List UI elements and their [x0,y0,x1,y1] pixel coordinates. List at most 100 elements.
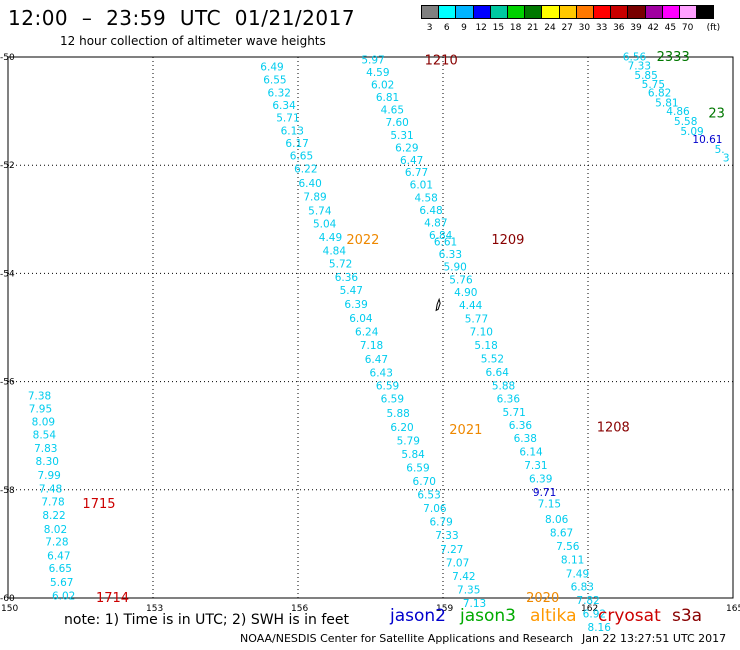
wave-height-value: 6.47 [400,155,423,167]
wave-height-value: 4.90 [454,287,477,299]
wave-height-value: 6.39 [529,473,552,485]
wave-height-value: 5.77 [465,313,488,325]
footer-note: note: 1) Time is in UTC; 2) SWH is in fe… [64,612,350,628]
wave-height-value: 7.10 [470,326,493,338]
wave-height-value: 8.11 [561,555,584,567]
wave-height-value: 7.33 [435,530,458,542]
wave-height-value: 6.13 [281,126,304,138]
legend-label: 9 [461,23,467,33]
legend-label: 6 [443,23,450,33]
satellite-label-altika: altika [530,606,577,626]
wave-height-value: 6.56 [623,51,647,63]
wave-height-value: 7.38 [28,391,51,403]
wave-height-value: 6.34 [272,100,296,112]
wave-height-value: 6.33 [439,249,462,261]
wave-height-value: 5.88 [386,408,409,420]
wave-height-value: 5.47 [340,285,363,297]
wave-height-value: 7.99 [37,470,60,482]
wave-height-value: 8.06 [545,514,569,526]
wave-height-value: 5.88 [492,380,515,392]
wave-height-value: 5.09 [680,126,703,138]
map-frame [7,56,734,599]
wave-height-value: 6.22 [294,163,317,175]
wave-height-value: 4.44 [459,300,483,312]
wave-height-value: 5.75 [642,79,665,91]
wave-height-value: 6.01 [410,180,433,192]
pass-time-label: 2020 [526,591,559,606]
timestamp-text: Jan 22 13:27:51 UTC 2017 [582,632,727,645]
wave-height-value: 4.87 [424,218,447,230]
wave-height-value: 5.18 [474,340,497,352]
legend-label: 33 [595,23,608,33]
wave-height-value: 8.16 [588,622,612,634]
legend-label: 24 [544,23,556,33]
wave-height-value: 7.06 [423,503,447,515]
satellite-label-cryosat: cryosat [598,606,661,626]
credit-text: NOAA/NESDIS Center for Satellite Applica… [240,632,574,645]
wave-height-value: 7.60 [385,117,408,129]
wave-height-value: 6.77 [405,167,428,179]
pass-time-label: 1210 [425,54,458,69]
legend-label: 30 [578,23,591,33]
lon-tick-label: 162 [581,604,598,614]
wave-height-value: 6.70 [413,476,436,488]
satellite-label-jason2: jason2 [390,606,446,626]
wave-height-value: 6.59 [406,463,429,475]
wave-height-value: 7.35 [457,584,480,596]
wave-height-value: 5.04 [313,219,337,231]
wave-height-value: 8.54 [33,430,57,442]
wave-height-value: 6.83 [571,582,594,594]
satellite-label-jason3: jason3 [460,606,516,626]
wave-height-value: 6.53 [417,490,440,502]
wave-height-value: 6.20 [390,422,413,434]
wave-height-value: 8.67 [550,528,573,540]
wave-height-value: 7.18 [360,340,383,352]
wave-height-value: 3 [723,153,730,165]
wave-height-value: 5.67 [50,577,73,589]
island-outline [435,297,441,312]
wave-height-value: 7.31 [524,460,547,472]
wave-height-value: 10.61 [692,134,722,146]
wave-height-value: 6.81 [376,92,399,104]
wave-height-value: 5.90 [443,261,466,273]
wave-height-value: 7.49 [566,569,589,581]
lon-tick-label: 165 [726,604,740,614]
wave-height-value: 6.36 [335,272,359,284]
wave-height-value: 7.95 [29,404,52,416]
wave-height-value: 7.89 [303,192,326,204]
wave-height-value: 5.58 [674,116,697,128]
wave-height-value: 6.17 [285,138,308,150]
lat-tick-label: -56 [0,378,15,388]
wave-height-value: 6.59 [381,393,404,405]
lat-tick-label: -52 [0,161,15,171]
wave-height-value: 5.72 [329,259,352,271]
lat-tick-label: -54 [0,269,15,279]
wave-height-value: 5.97 [361,55,384,67]
wave-height-value: 4.84 [323,246,347,258]
wave-height-value: 5.74 [308,206,332,218]
wave-height-value: 6.29 [395,142,418,154]
lon-tick-label: 150 [1,604,18,614]
lon-tick-label: 153 [146,604,163,614]
wave-height-value: 6.79 [429,517,452,529]
wave-height-value: 6.40 [298,178,321,190]
wave-height-value: 6.92 [583,609,606,621]
wave-height-value: 7.07 [446,557,469,569]
wave-height-value: 5.71 [502,407,525,419]
wave-height-value: 7.27 [440,544,463,556]
wave-height-value: 6.65 [49,563,72,575]
legend-unit: (ft) [706,23,721,33]
wave-height-value: 6.32 [268,88,291,100]
wave-height-value: 6.65 [290,150,313,162]
wave-height-value: 5.76 [449,274,473,286]
legend-label: 21 [527,23,539,33]
wave-height-value: 5.81 [655,97,678,109]
wave-height-value: 6.48 [419,205,442,217]
pass-time-label: 1209 [491,233,524,248]
wave-height-value: 6.82 [648,88,671,100]
wave-height-value: 4.59 [366,67,389,79]
wave-height-value: 7.48 [39,484,62,496]
legend-label: 12 [475,23,487,33]
wave-height-value: 5.79 [397,436,420,448]
